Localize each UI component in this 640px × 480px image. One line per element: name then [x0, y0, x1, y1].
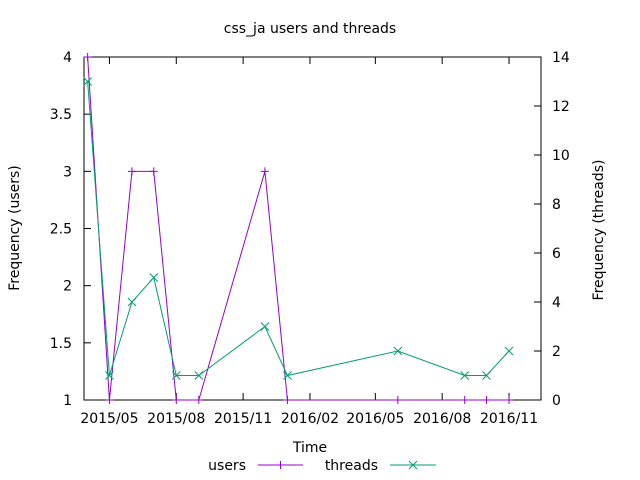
- y-right-tick-label: 10: [552, 148, 570, 164]
- users-point: [460, 396, 469, 404]
- users-line: [87, 56, 510, 401]
- y-right-tick-label: 4: [552, 295, 561, 311]
- x-tick-label: 2016/11: [480, 411, 538, 427]
- threads-point: [482, 371, 491, 380]
- users-point: [505, 396, 514, 404]
- threads-point: [260, 322, 270, 331]
- threads-point: [460, 371, 470, 380]
- legend: users threads: [208, 458, 436, 474]
- series-threads: [83, 77, 514, 380]
- legend-label-threads: threads: [325, 458, 378, 474]
- axis-ticks: 1 1.5 2 2.5 3 3.5 4 0 2 4 6 8 10 12 14 2015/05 2015/08 20…: [50, 50, 570, 427]
- chart-title: css_ja users and threads: [224, 21, 396, 37]
- threads-point: [127, 297, 137, 307]
- y-left-tick-label: 4: [63, 50, 72, 66]
- x-tick-label: 2015/11: [214, 411, 272, 427]
- threads-point: [393, 346, 403, 356]
- users-point: [393, 396, 402, 404]
- x-tick-label: 2016/05: [346, 411, 404, 427]
- threads-point: [83, 77, 92, 86]
- y-right-tick-label: 2: [552, 344, 561, 360]
- y-axis-left-label: Frequency (users): [7, 165, 23, 291]
- y-left-tick-label: 2.5: [50, 222, 72, 238]
- y-right-tick-label: 14: [552, 50, 570, 66]
- users-point: [194, 396, 203, 404]
- threads-point: [171, 371, 181, 380]
- y-left-tick-label: 2: [63, 279, 72, 295]
- legend-marker-threads: [408, 460, 418, 470]
- users-point: [283, 396, 292, 404]
- series-layer: [83, 53, 514, 404]
- y-right-tick-label: 12: [552, 99, 570, 115]
- series-users: [83, 53, 514, 404]
- threads-point: [105, 371, 114, 380]
- threads-point: [149, 273, 159, 282]
- threads-point: [194, 371, 204, 380]
- users-point: [149, 167, 158, 176]
- legend-label-users: users: [208, 458, 246, 474]
- users-point: [83, 53, 92, 61]
- plot-frame: [83, 56, 542, 401]
- users-point: [260, 167, 269, 176]
- threads-point: [283, 371, 292, 380]
- y-axis-right-label: Frequency (threads): [591, 160, 607, 301]
- x-tick-label: 2016/08: [413, 411, 471, 427]
- y-left-tick-label: 1: [63, 393, 72, 409]
- legend-marker-users: [276, 461, 285, 469]
- threads-point: [504, 346, 514, 356]
- users-point: [172, 396, 181, 404]
- y-right-tick-label: 0: [552, 393, 561, 409]
- x-tick-label: 2015/05: [80, 411, 138, 427]
- threads-line: [87, 81, 510, 377]
- x-tick-label: 2015/08: [147, 411, 205, 427]
- y-left-tick-label: 1.5: [50, 336, 72, 352]
- x-axis-label: Time: [292, 440, 327, 456]
- y-right-tick-label: 8: [552, 197, 561, 213]
- x-tick-label: 2016/02: [281, 411, 339, 427]
- y-right-tick-label: 6: [552, 246, 561, 262]
- y-left-tick-label: 3.5: [50, 107, 72, 123]
- users-point: [482, 396, 491, 404]
- users-point: [127, 167, 136, 176]
- users-point: [105, 396, 114, 404]
- y-left-tick-label: 3: [63, 164, 72, 180]
